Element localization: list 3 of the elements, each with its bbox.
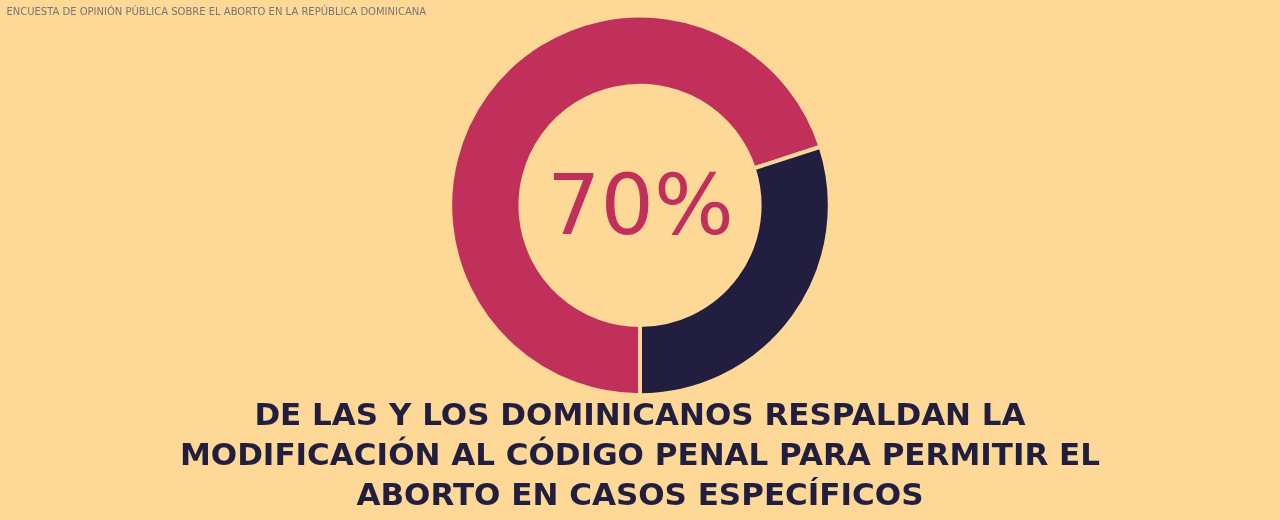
text: DE LAS Y LOS DOMINICANOS RESPALDAN LA MODIFICACIÓN AL CÓDIGO PENAL PARA PERMITIR EL ABORTO EN CASOS ESPECÍFICOS [178, 395, 1102, 514]
text: ENCUESTA DE OPINIÓN PÚBLICA SOBRE EL ABORTO EN LA REPÚBLICA DOMINICANA [6, 4, 427, 17]
text: 70% [547, 156, 734, 254]
